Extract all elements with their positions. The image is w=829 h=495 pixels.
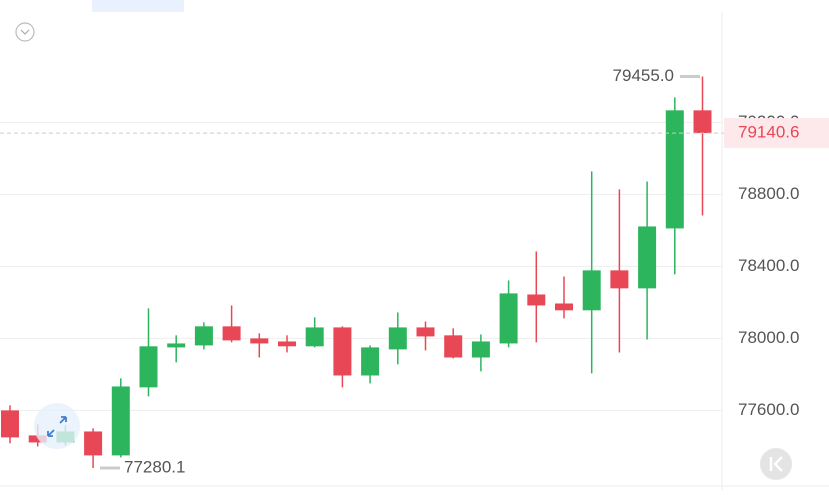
y-tick-label: 78400.0 [738, 256, 799, 275]
chevron-icon [20, 29, 30, 35]
last-price-label: 79140.6 [738, 123, 799, 142]
candle-body [28, 435, 47, 443]
candle-body [139, 346, 158, 388]
candle-body [194, 326, 213, 346]
candle-body [278, 341, 296, 347]
expand-button[interactable] [34, 403, 80, 449]
max-annotation: 79455.0 [613, 66, 674, 85]
candle-body [388, 327, 407, 350]
candle-body [167, 343, 186, 348]
candle-body [222, 326, 241, 341]
collapse-button[interactable] [15, 22, 35, 42]
candle-body [665, 110, 684, 229]
last-price-tag [724, 118, 829, 149]
candle-body [527, 294, 546, 306]
candle-body [250, 338, 269, 344]
min-annotation: 77280.1 [124, 457, 185, 476]
candle-body [693, 110, 712, 134]
tab-highlight [92, 0, 184, 12]
candle-body [499, 293, 518, 344]
candle-body [1, 410, 19, 438]
candle-body [638, 226, 657, 289]
candle-body [416, 327, 435, 337]
candle-body [444, 335, 463, 358]
candle-body [84, 431, 103, 456]
candle-body [610, 270, 629, 289]
candle-body [555, 303, 573, 311]
scroll-icon [769, 456, 783, 472]
expand-icon [47, 416, 67, 437]
candle-body [582, 270, 601, 311]
candle-body [333, 327, 352, 376]
candle-body [361, 347, 380, 376]
y-tick-label: 78800.0 [738, 184, 799, 203]
candle-body [111, 386, 130, 456]
candle-body [471, 341, 490, 358]
y-tick-label: 78000.0 [738, 328, 799, 347]
candle-body [305, 327, 324, 347]
y-tick-label: 77600.0 [738, 400, 799, 419]
